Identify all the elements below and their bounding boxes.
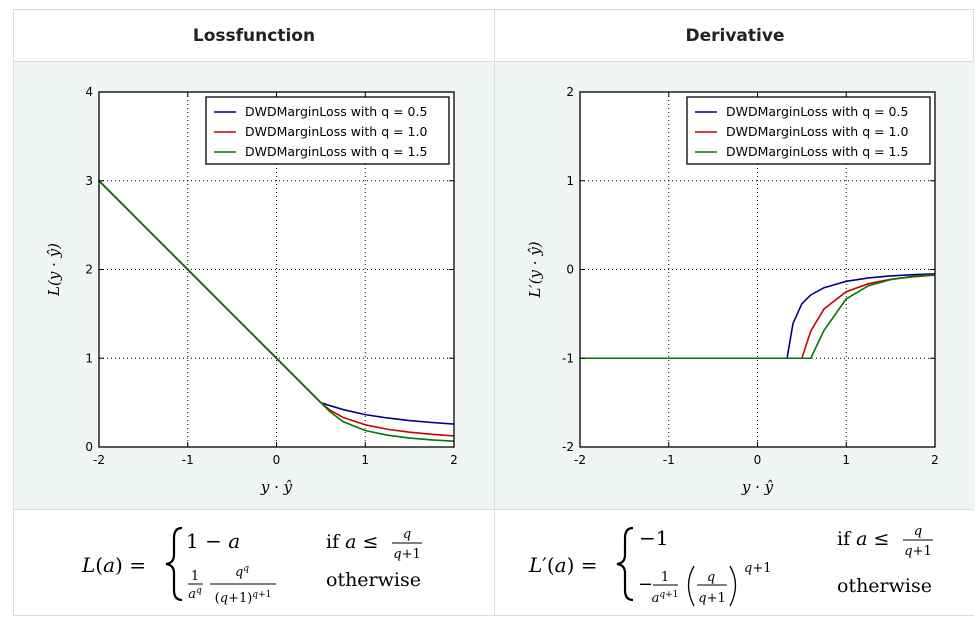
svg-text:q+1: q+1 — [393, 547, 421, 562]
loss-case1-expr: 1 − a — [186, 529, 240, 553]
derivative-formula-lhs: L′(a) = — [528, 553, 597, 577]
loss-x-tick-label: 0 — [273, 453, 281, 467]
derivative-case1-expr: −1 — [639, 526, 668, 550]
loss-case1-cond: if a ≤ — [326, 531, 378, 553]
loss-x-tick-label: 1 — [361, 453, 369, 467]
left-brace — [165, 526, 183, 602]
svg-text:q+1: q+1 — [904, 544, 932, 559]
derivative-formula: L′(a) = −1 if a ≤ q q+1 − 1 aq+1 q q+1 q… — [495, 510, 975, 615]
svg-text:1: 1 — [661, 570, 669, 585]
derivative-legend: DWDMarginLoss with q = 0.5 DWDMarginLoss … — [686, 96, 931, 165]
loss-y-tick-label: 3 — [85, 174, 93, 188]
svg-text:q: q — [707, 570, 715, 585]
derivative-y-tick-label: -2 — [562, 440, 574, 454]
svg-text:aq+1: aq+1 — [652, 590, 679, 606]
svg-text:aq: aq — [188, 586, 202, 602]
loss-x-tick-label: 2 — [450, 453, 458, 467]
loss-x-axis-label: y · ŷ — [260, 478, 293, 496]
derivative-y-tick-label: 2 — [566, 85, 574, 99]
derivative-legend-label: DWDMarginLoss with q = 1.5 — [726, 144, 908, 159]
svg-text:q+1: q+1 — [744, 561, 772, 576]
loss-formula-lhs: L(a) = — [81, 553, 146, 577]
loss-case2-cond: otherwise — [326, 569, 421, 591]
loss-y-tick-label: 2 — [85, 263, 93, 277]
header-lossfunction: Lossfunction — [192, 25, 316, 46]
derivative-x-axis-label: y · ŷ — [741, 478, 774, 496]
derivative-series-line-3 — [580, 273, 936, 360]
derivative-x-tick-label: 0 — [754, 453, 762, 467]
derivative-case2-expr: − 1 aq+1 q q+1 q+1 — [638, 561, 772, 607]
derivative-y-tick-label: -1 — [562, 351, 574, 365]
loss-x-tick-label: -2 — [93, 453, 105, 467]
column-divider — [494, 10, 495, 615]
loss-case2-expr: 1 aq qq (q+1)q+1 — [188, 564, 276, 606]
loss-y-tick-label: 4 — [85, 85, 93, 99]
derivative-y-axis-label: L′(y · ŷ) — [526, 241, 544, 298]
formula-divider — [14, 509, 973, 510]
loss-formula: L(a) = 1 − a if a ≤ q q+1 1 aq qq (q+1)q… — [14, 510, 494, 615]
derivative-x-tick-label: -2 — [574, 453, 586, 467]
loss-y-tick-label: 1 — [85, 351, 93, 365]
loss-legend-label: DWDMarginLoss with q = 0.5 — [245, 104, 427, 119]
svg-text:qq: qq — [235, 564, 249, 580]
svg-text:q+1: q+1 — [698, 591, 726, 606]
loss-plot-cell: -2 -1 0 1 2 0 1 2 3 4 DWDMarginLoss with q = 0.5 D… — [14, 62, 494, 509]
loss-legend: DWDMarginLoss with q = 0.5 DWDMarginLoss … — [205, 96, 450, 165]
loss-x-tick-label: -1 — [182, 453, 194, 467]
derivative-case1-cond: if a ≤ — [837, 528, 889, 550]
loss-series-line-3 — [98, 180, 455, 442]
svg-text:(q+1)q+1: (q+1)q+1 — [215, 590, 272, 606]
derivative-legend-label: DWDMarginLoss with q = 0.5 — [726, 104, 908, 119]
derivative-y-tick-label: 1 — [566, 174, 574, 188]
svg-text:1: 1 — [191, 569, 199, 584]
right-brace — [616, 526, 634, 602]
derivative-y-tick-label: 0 — [566, 263, 574, 277]
derivative-legend-label: DWDMarginLoss with q = 1.0 — [726, 124, 908, 139]
derivative-x-tick-label: -1 — [663, 453, 675, 467]
loss-y-tick-label: 0 — [85, 440, 93, 454]
svg-text:q: q — [403, 527, 411, 542]
header-derivative: Derivative — [685, 25, 785, 46]
header-divider — [14, 61, 973, 62]
loss-y-axis-label: L(y · ŷ) — [45, 243, 63, 297]
figure-grid: Lossfunction Derivative -2 -1 0 1 2 0 1 2 3 4 DWD… — [13, 9, 975, 616]
derivative-x-tick-label: 1 — [842, 453, 850, 467]
svg-text:q: q — [914, 524, 922, 539]
loss-legend-label: DWDMarginLoss with q = 1.0 — [245, 124, 427, 139]
derivative-x-tick-label: 2 — [931, 453, 939, 467]
derivative-plot-cell: -2 -1 0 1 2 -2 -1 0 1 2 DWDMarginLoss with q = 0.… — [495, 62, 975, 509]
derivative-chart: -2 -1 0 1 2 -2 -1 0 1 2 DWDMarginLoss with q = 0.… — [526, 85, 939, 496]
svg-text:−: − — [638, 574, 653, 595]
loss-legend-label: DWDMarginLoss with q = 1.5 — [245, 144, 427, 159]
derivative-case2-cond: otherwise — [837, 575, 932, 597]
